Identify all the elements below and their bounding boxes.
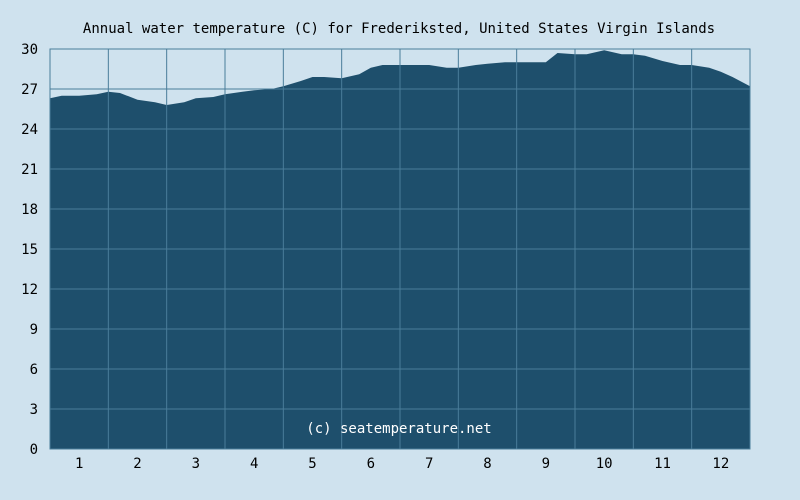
x-tick-label: 7 <box>425 456 433 472</box>
x-tick-label: 11 <box>654 456 671 472</box>
y-tick-label: 0 <box>30 442 38 458</box>
y-tick-label: 21 <box>21 162 38 178</box>
y-tick-label: 9 <box>30 322 38 338</box>
y-tick-label: 12 <box>21 282 38 298</box>
y-tick-label: 18 <box>21 202 38 218</box>
x-tick-label: 3 <box>192 456 200 472</box>
x-tick-label: 2 <box>133 456 141 472</box>
grid-layer <box>49 48 751 450</box>
y-tick-label: 27 <box>21 82 38 98</box>
x-tick-label: 4 <box>250 456 258 472</box>
y-tick-label: 24 <box>21 122 38 138</box>
x-tick-label: 5 <box>308 456 316 472</box>
x-tick-label: 12 <box>712 456 729 472</box>
x-tick-label: 6 <box>367 456 375 472</box>
x-axis: 1 2 3 4 5 6 7 8 9 10 11 12 <box>75 456 729 472</box>
watermark: (c) seatemperature.net <box>306 421 491 437</box>
y-tick-label: 15 <box>21 242 38 258</box>
y-tick-label: 6 <box>30 362 38 378</box>
x-tick-label: 9 <box>542 456 550 472</box>
y-axis: 0 3 6 9 12 15 18 21 24 27 30 <box>21 42 38 458</box>
y-tick-label: 30 <box>21 42 38 58</box>
chart-title: Annual water temperature (C) for Frederi… <box>83 21 715 37</box>
x-tick-label: 8 <box>483 456 491 472</box>
x-tick-label: 1 <box>75 456 83 472</box>
y-tick-label: 3 <box>30 402 38 418</box>
x-tick-label: 10 <box>596 456 613 472</box>
